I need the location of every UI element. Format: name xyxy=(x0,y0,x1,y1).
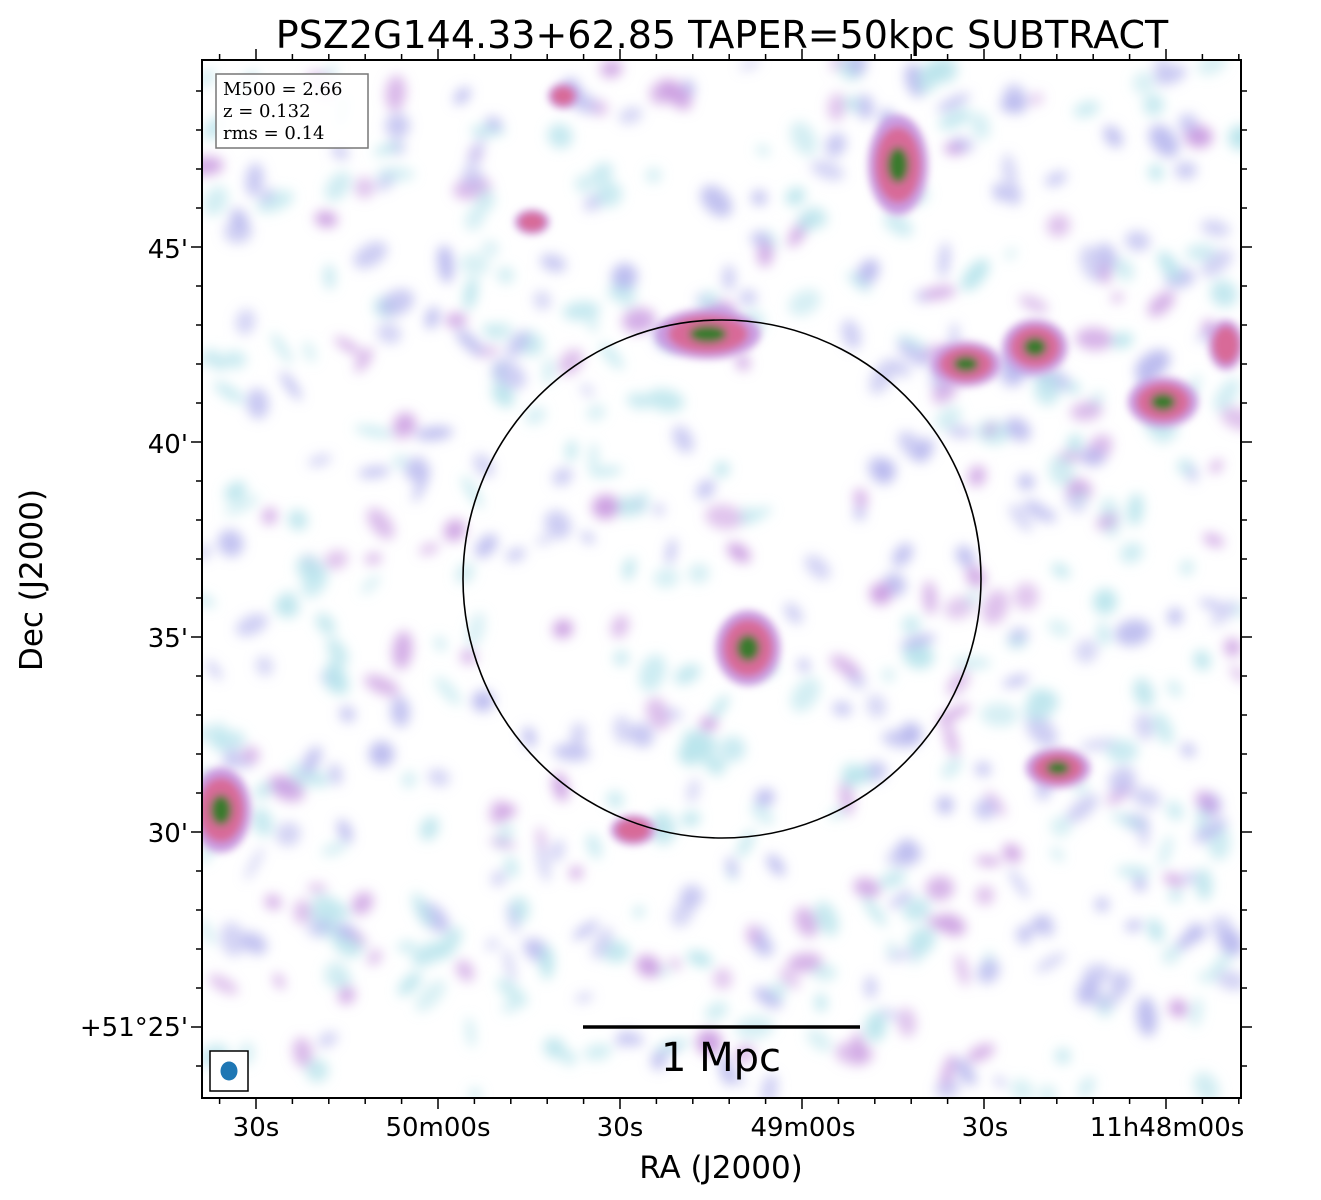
x-axis-label: RA (J2000) xyxy=(639,1150,803,1186)
y-tick-label: 35' xyxy=(148,624,188,654)
plot-frame xyxy=(201,59,1242,1099)
y-tick-label: 30' xyxy=(148,819,188,849)
info-m500: M500 = 2.66 xyxy=(223,79,342,100)
scale-bar: 1 Mpc xyxy=(583,1025,860,1081)
r500-circle xyxy=(462,319,982,839)
y-tick-label: +51°25' xyxy=(80,1013,188,1043)
scale-bar-label: 1 Mpc xyxy=(661,1035,781,1081)
info-box: M500 = 2.66 z = 0.132 rms = 0.14 xyxy=(215,73,369,149)
x-tick-label: 50m00s xyxy=(385,1113,490,1143)
radio-emission-layer xyxy=(202,60,1241,1098)
y-tick-label: 40' xyxy=(148,430,188,460)
x-tick-label: 30s xyxy=(597,1113,644,1143)
y-tick-label: 45' xyxy=(148,235,188,265)
y-tick-labels: +51°25' 30' 35' 40' 45' xyxy=(80,235,188,1043)
x-tick-labels: 30s 50m00s 30s 49m00s 30s 11h48m00s xyxy=(233,1113,1245,1143)
x-tick-label: 11h48m00s xyxy=(1090,1113,1245,1143)
info-redshift: z = 0.132 xyxy=(223,101,311,122)
info-rms: rms = 0.14 xyxy=(223,123,325,144)
x-tick-label: 30s xyxy=(962,1113,1009,1143)
x-tick-label: 49m00s xyxy=(750,1113,855,1143)
axis-ticks xyxy=(191,49,1252,1109)
plot-title: PSZ2G144.33+62.85 TAPER=50kpc SUBTRACT xyxy=(276,13,1169,57)
beam-ellipse xyxy=(220,1061,238,1081)
y-axis-label: Dec (J2000) xyxy=(14,489,50,671)
x-tick-label: 30s xyxy=(233,1113,280,1143)
beam-indicator xyxy=(209,1050,249,1092)
bright-sources xyxy=(202,83,1241,853)
